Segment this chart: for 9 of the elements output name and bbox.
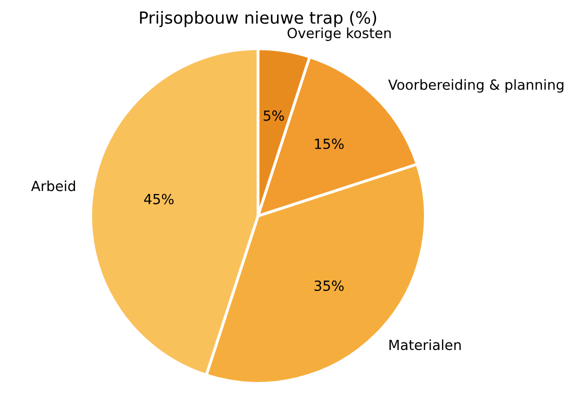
data-label: 45% [144, 194, 174, 204]
data-label: 15% [315, 138, 344, 150]
slice-label: Voorbereiding & planning [388, 79, 564, 93]
slice-label: Arbeid [31, 180, 75, 192]
chart-title: Prijsopbouw nieuwe trap (%) [140, 11, 376, 28]
data-label: 5% [264, 110, 284, 121]
slice-label: Materialen [389, 339, 461, 350]
slice-label: Overige kosten [288, 28, 391, 41]
data-label: 35% [314, 280, 344, 291]
